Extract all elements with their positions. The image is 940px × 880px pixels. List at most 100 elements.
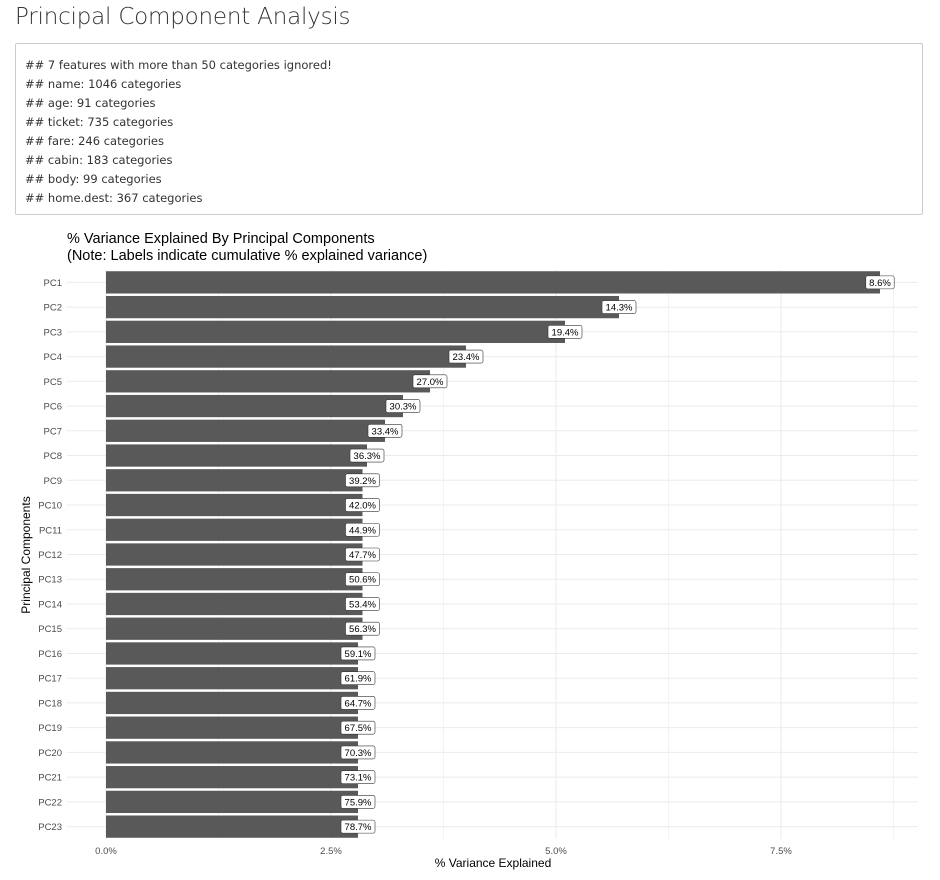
console-line: ## home.dest: 367 categories xyxy=(25,191,203,205)
bar-value-label: 64.7% xyxy=(345,698,372,709)
bar-value-label: 42.0% xyxy=(349,501,376,512)
bar-value-label: 30.3% xyxy=(390,402,417,413)
bar-label-box xyxy=(340,819,376,834)
bar-value-label: 27.0% xyxy=(417,377,444,388)
bar-label-box xyxy=(340,696,376,710)
bar-label-box xyxy=(345,621,380,636)
y-axis-ticks: PC1 PC2 PC3 PC4 PC5 PC6 PC7 PC8 PC9 PC10 PC11 PC12 P… xyxy=(38,278,62,833)
bar-value-label: 8.6% xyxy=(869,278,891,289)
variance-bar-chart: % Variance Explained By Principal Compon… xyxy=(19,231,918,870)
bar-pc4 xyxy=(106,345,466,368)
bars xyxy=(106,271,880,838)
y-tick-label: PC9 xyxy=(44,476,62,487)
bar-pc12 xyxy=(106,543,363,566)
bar-label-box xyxy=(345,473,380,488)
page-title: Principal Component Analysis xyxy=(15,4,351,30)
console-output: ## 7 features with more than 50 categori… xyxy=(15,43,923,215)
x-axis-title: % Variance Explained xyxy=(435,856,552,870)
bar-pc2 xyxy=(106,295,619,319)
chart-subtitle: (Note: Labels indicate cumulative % expl… xyxy=(67,248,427,264)
bar-label-box xyxy=(345,597,380,611)
y-tick-label: PC8 xyxy=(44,451,62,462)
bar-label-box xyxy=(865,275,895,290)
y-tick-label: PC23 xyxy=(38,822,62,833)
y-tick-label: PC16 xyxy=(38,649,62,660)
bar-label-box xyxy=(412,374,448,389)
console-line: ## body: 99 categories xyxy=(25,172,162,186)
bar-pc1 xyxy=(106,271,880,294)
bar-pc22 xyxy=(106,790,358,814)
bar-label-box xyxy=(345,498,380,512)
bar-pc23 xyxy=(106,815,358,838)
bar-value-label: 47.7% xyxy=(349,550,376,561)
bar-labels: 8.6% 14.3% 19.4% 23.4% 27.0% 30.3% 33.4% 36.3% 3… xyxy=(340,275,895,834)
console-line: ## fare: 246 categories xyxy=(25,134,164,148)
y-tick-label: PC21 xyxy=(38,773,62,784)
bar-pc3 xyxy=(106,320,565,343)
bar-label-box xyxy=(349,448,385,463)
bar-value-label: 56.3% xyxy=(349,624,376,635)
bar-value-label: 75.9% xyxy=(345,797,372,808)
bar-label-box xyxy=(340,720,376,735)
bar-pc18 xyxy=(106,691,358,715)
bar-pc16 xyxy=(106,642,358,665)
y-tick-label: PC20 xyxy=(38,748,62,759)
bar-label-box xyxy=(385,399,421,413)
x-tick-label: 5.0% xyxy=(545,846,567,857)
bar-pc20 xyxy=(106,741,358,764)
y-tick-label: PC7 xyxy=(44,426,62,437)
bar-pc11 xyxy=(106,518,363,541)
bar-pc7 xyxy=(106,419,385,442)
bar-value-label: 61.9% xyxy=(345,674,372,685)
bar-label-box xyxy=(547,325,583,339)
y-tick-label: PC10 xyxy=(38,501,62,512)
bar-value-label: 70.3% xyxy=(345,748,372,759)
y-tick-label: PC19 xyxy=(38,723,62,734)
bar-pc9 xyxy=(106,469,363,492)
bar-pc15 xyxy=(106,617,363,640)
bar-pc6 xyxy=(106,394,403,418)
bar-label-box xyxy=(367,424,403,438)
bar-label-box xyxy=(601,300,637,314)
bar-value-label: 44.9% xyxy=(349,525,376,536)
bar-value-label: 53.4% xyxy=(349,599,376,610)
y-tick-label: PC12 xyxy=(38,550,62,561)
x-tick-label: 7.5% xyxy=(770,846,792,857)
bar-pc5 xyxy=(106,370,430,393)
bar-value-label: 50.6% xyxy=(349,575,376,586)
bar-label-box xyxy=(340,671,376,685)
chart-title: % Variance Explained By Principal Compon… xyxy=(67,231,375,247)
bar-value-label: 33.4% xyxy=(372,426,399,437)
y-tick-label: PC15 xyxy=(38,624,62,635)
console-line: ## name: 1046 categories xyxy=(25,77,182,91)
y-tick-label: PC13 xyxy=(38,575,62,586)
bar-value-label: 73.1% xyxy=(345,773,372,784)
bar-value-label: 59.1% xyxy=(345,649,372,660)
console-line: ## age: 91 categories xyxy=(25,96,156,110)
bar-label-box xyxy=(340,646,376,661)
y-tick-label: PC17 xyxy=(38,674,62,685)
bar-pc13 xyxy=(106,568,363,591)
bar-label-box xyxy=(448,349,484,364)
y-tick-label: PC3 xyxy=(44,327,62,338)
x-tick-label: 0.0% xyxy=(95,846,117,857)
bar-pc14 xyxy=(106,592,363,616)
y-tick-label: PC6 xyxy=(44,402,62,413)
bar-pc10 xyxy=(106,493,363,517)
bar-value-label: 14.3% xyxy=(606,303,633,314)
bar-pc17 xyxy=(106,667,358,690)
bar-label-box xyxy=(340,770,376,784)
y-tick-label: PC14 xyxy=(38,599,62,610)
bar-label-box xyxy=(345,547,380,562)
y-axis-title: Principal Components xyxy=(19,496,33,613)
x-tick-label: 2.5% xyxy=(320,846,342,857)
bar-pc21 xyxy=(106,766,358,789)
y-tick-label: PC1 xyxy=(44,278,62,289)
console-line: ## ticket: 735 categories xyxy=(25,115,174,129)
y-tick-label: PC18 xyxy=(38,698,62,709)
bar-value-label: 78.7% xyxy=(345,822,372,833)
y-tick-label: PC5 xyxy=(44,377,62,388)
bar-label-box xyxy=(345,522,380,537)
x-axis-ticks: 0.0% 2.5% 5.0% 7.5% xyxy=(95,846,792,857)
bar-value-label: 19.4% xyxy=(552,327,579,338)
